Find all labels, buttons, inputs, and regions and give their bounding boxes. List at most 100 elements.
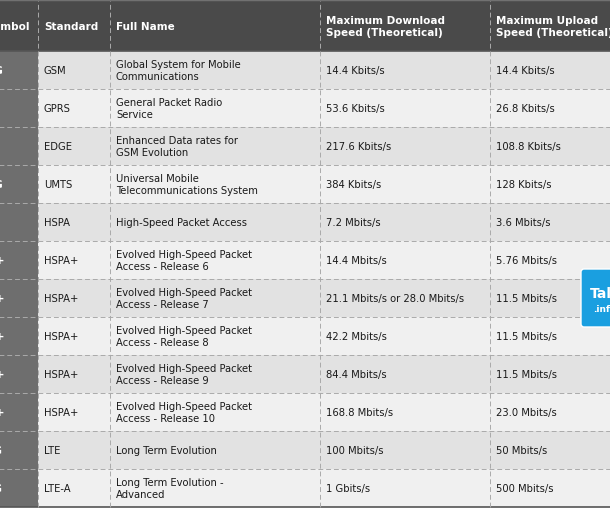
Text: 21.1 Mbits/s or 28.0 Mbits/s: 21.1 Mbits/s or 28.0 Mbits/s xyxy=(326,293,464,303)
FancyBboxPatch shape xyxy=(581,269,610,327)
Bar xyxy=(490,279,610,318)
Bar xyxy=(490,318,610,355)
Text: 5.76 Mbits/s: 5.76 Mbits/s xyxy=(496,256,557,266)
Text: GSM: GSM xyxy=(44,66,66,76)
Bar xyxy=(110,318,320,355)
Text: HSPA+: HSPA+ xyxy=(44,256,78,266)
Bar xyxy=(0,242,38,279)
Bar xyxy=(110,393,320,431)
Text: 11.5 Mbits/s: 11.5 Mbits/s xyxy=(496,293,557,303)
Text: H+: H+ xyxy=(0,293,4,303)
Text: .info: .info xyxy=(594,304,610,313)
Text: High-Speed Packet Access: High-Speed Packet Access xyxy=(116,217,247,228)
Text: Symbol: Symbol xyxy=(0,22,29,32)
Text: Standard: Standard xyxy=(44,22,98,32)
Bar xyxy=(320,355,490,393)
Bar xyxy=(0,355,38,393)
Text: HSPA+: HSPA+ xyxy=(44,407,78,417)
Text: Enhanced Data rates for
GSM Evolution: Enhanced Data rates for GSM Evolution xyxy=(116,135,238,158)
Text: 23.0 Mbits/s: 23.0 Mbits/s xyxy=(496,407,557,417)
Bar xyxy=(490,469,610,507)
Text: LTE-A: LTE-A xyxy=(44,483,71,493)
Text: GPRS: GPRS xyxy=(44,104,71,114)
Text: 14.4 Mbits/s: 14.4 Mbits/s xyxy=(326,256,387,266)
Text: Evolved High-Speed Packet
Access - Release 9: Evolved High-Speed Packet Access - Relea… xyxy=(116,363,252,385)
Text: General Packet Radio
Service: General Packet Radio Service xyxy=(116,98,222,120)
Text: 168.8 Mbits/s: 168.8 Mbits/s xyxy=(326,407,393,417)
Text: 3G: 3G xyxy=(0,180,3,190)
Bar xyxy=(320,393,490,431)
Bar xyxy=(490,128,610,165)
Bar xyxy=(110,2,320,52)
Bar xyxy=(320,242,490,279)
Bar xyxy=(0,52,38,90)
Text: 26.8 Kbits/s: 26.8 Kbits/s xyxy=(496,104,554,114)
Text: Long Term Evolution -
Advanced: Long Term Evolution - Advanced xyxy=(116,477,224,499)
Text: H+: H+ xyxy=(0,407,4,417)
Text: HSPA: HSPA xyxy=(44,217,70,228)
Bar xyxy=(38,90,110,128)
Text: 1 Gbits/s: 1 Gbits/s xyxy=(326,483,370,493)
Bar xyxy=(110,204,320,242)
Text: 11.5 Mbits/s: 11.5 Mbits/s xyxy=(496,369,557,379)
Text: 100 Mbits/s: 100 Mbits/s xyxy=(326,445,384,455)
Text: EDGE: EDGE xyxy=(44,142,72,152)
Text: LTE: LTE xyxy=(44,445,60,455)
Text: Evolved High-Speed Packet
Access - Release 10: Evolved High-Speed Packet Access - Relea… xyxy=(116,401,252,423)
Bar xyxy=(0,2,38,52)
Text: 217.6 Kbits/s: 217.6 Kbits/s xyxy=(326,142,391,152)
Text: Full Name: Full Name xyxy=(116,22,174,32)
Bar xyxy=(320,2,490,52)
Text: 50 Mbits/s: 50 Mbits/s xyxy=(496,445,547,455)
Bar xyxy=(0,469,38,507)
Text: Talk: Talk xyxy=(589,287,610,300)
Text: Maximum Upload
Speed (Theoretical): Maximum Upload Speed (Theoretical) xyxy=(496,16,610,38)
Bar xyxy=(490,355,610,393)
Bar xyxy=(320,204,490,242)
Bar xyxy=(490,204,610,242)
Bar xyxy=(490,431,610,469)
Text: 3.6 Mbits/s: 3.6 Mbits/s xyxy=(496,217,550,228)
Bar xyxy=(490,242,610,279)
Bar xyxy=(0,318,38,355)
Text: H+: H+ xyxy=(0,369,4,379)
Text: Evolved High-Speed Packet
Access - Release 8: Evolved High-Speed Packet Access - Relea… xyxy=(116,325,252,348)
Bar xyxy=(320,318,490,355)
Bar xyxy=(0,128,38,165)
Bar xyxy=(38,469,110,507)
Text: 14.4 Kbits/s: 14.4 Kbits/s xyxy=(326,66,385,76)
Bar xyxy=(320,279,490,318)
Text: HSPA+: HSPA+ xyxy=(44,293,78,303)
Bar xyxy=(490,393,610,431)
Text: 42.2 Mbits/s: 42.2 Mbits/s xyxy=(326,331,387,342)
Bar xyxy=(490,165,610,204)
Text: 11.5 Mbits/s: 11.5 Mbits/s xyxy=(496,331,557,342)
Bar xyxy=(0,393,38,431)
Bar xyxy=(38,204,110,242)
Bar xyxy=(110,52,320,90)
Text: 84.4 Mbits/s: 84.4 Mbits/s xyxy=(326,369,387,379)
Text: 128 Kbits/s: 128 Kbits/s xyxy=(496,180,551,190)
Text: Universal Mobile
Telecommunications System: Universal Mobile Telecommunications Syst… xyxy=(116,174,258,196)
Bar xyxy=(110,90,320,128)
Bar xyxy=(110,355,320,393)
Bar xyxy=(38,52,110,90)
Bar xyxy=(0,279,38,318)
Bar xyxy=(490,52,610,90)
Bar xyxy=(38,2,110,52)
Text: Global System for Mobile
Communications: Global System for Mobile Communications xyxy=(116,60,241,82)
Bar xyxy=(320,165,490,204)
Text: 500 Mbits/s: 500 Mbits/s xyxy=(496,483,553,493)
Bar xyxy=(38,279,110,318)
Text: Evolved High-Speed Packet
Access - Release 6: Evolved High-Speed Packet Access - Relea… xyxy=(116,249,252,272)
Bar xyxy=(38,242,110,279)
Bar xyxy=(320,90,490,128)
Bar xyxy=(320,52,490,90)
Text: UMTS: UMTS xyxy=(44,180,72,190)
Bar xyxy=(110,279,320,318)
Bar xyxy=(38,318,110,355)
Text: HSPA+: HSPA+ xyxy=(44,331,78,342)
Bar xyxy=(0,165,38,204)
Bar xyxy=(490,2,610,52)
Text: 108.8 Kbits/s: 108.8 Kbits/s xyxy=(496,142,561,152)
